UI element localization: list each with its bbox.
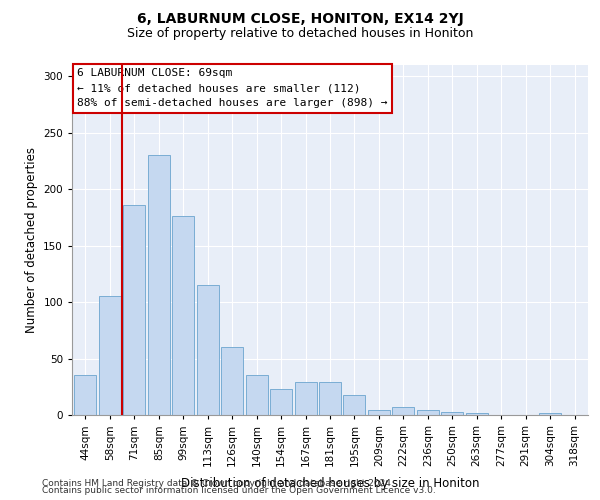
Bar <box>319 382 341 415</box>
X-axis label: Distribution of detached houses by size in Honiton: Distribution of detached houses by size … <box>181 478 479 490</box>
Text: Contains HM Land Registry data © Crown copyright and database right 2024.: Contains HM Land Registry data © Crown c… <box>42 478 394 488</box>
Bar <box>221 348 243 415</box>
Bar <box>539 412 561 415</box>
Bar <box>392 407 415 415</box>
Text: Size of property relative to detached houses in Honiton: Size of property relative to detached ho… <box>127 28 473 40</box>
Text: 6, LABURNUM CLOSE, HONITON, EX14 2YJ: 6, LABURNUM CLOSE, HONITON, EX14 2YJ <box>137 12 463 26</box>
Bar <box>270 389 292 415</box>
Bar <box>197 285 219 415</box>
Bar <box>417 410 439 415</box>
Text: Contains public sector information licensed under the Open Government Licence v3: Contains public sector information licen… <box>42 486 436 495</box>
Bar <box>441 412 463 415</box>
Y-axis label: Number of detached properties: Number of detached properties <box>25 147 38 333</box>
Bar <box>124 205 145 415</box>
Bar <box>245 376 268 415</box>
Bar <box>295 382 317 415</box>
Bar <box>74 376 97 415</box>
Bar <box>368 410 390 415</box>
Text: 6 LABURNUM CLOSE: 69sqm
← 11% of detached houses are smaller (112)
88% of semi-d: 6 LABURNUM CLOSE: 69sqm ← 11% of detache… <box>77 68 388 108</box>
Bar <box>343 394 365 415</box>
Bar <box>99 296 121 415</box>
Bar <box>466 412 488 415</box>
Bar <box>148 156 170 415</box>
Bar <box>172 216 194 415</box>
